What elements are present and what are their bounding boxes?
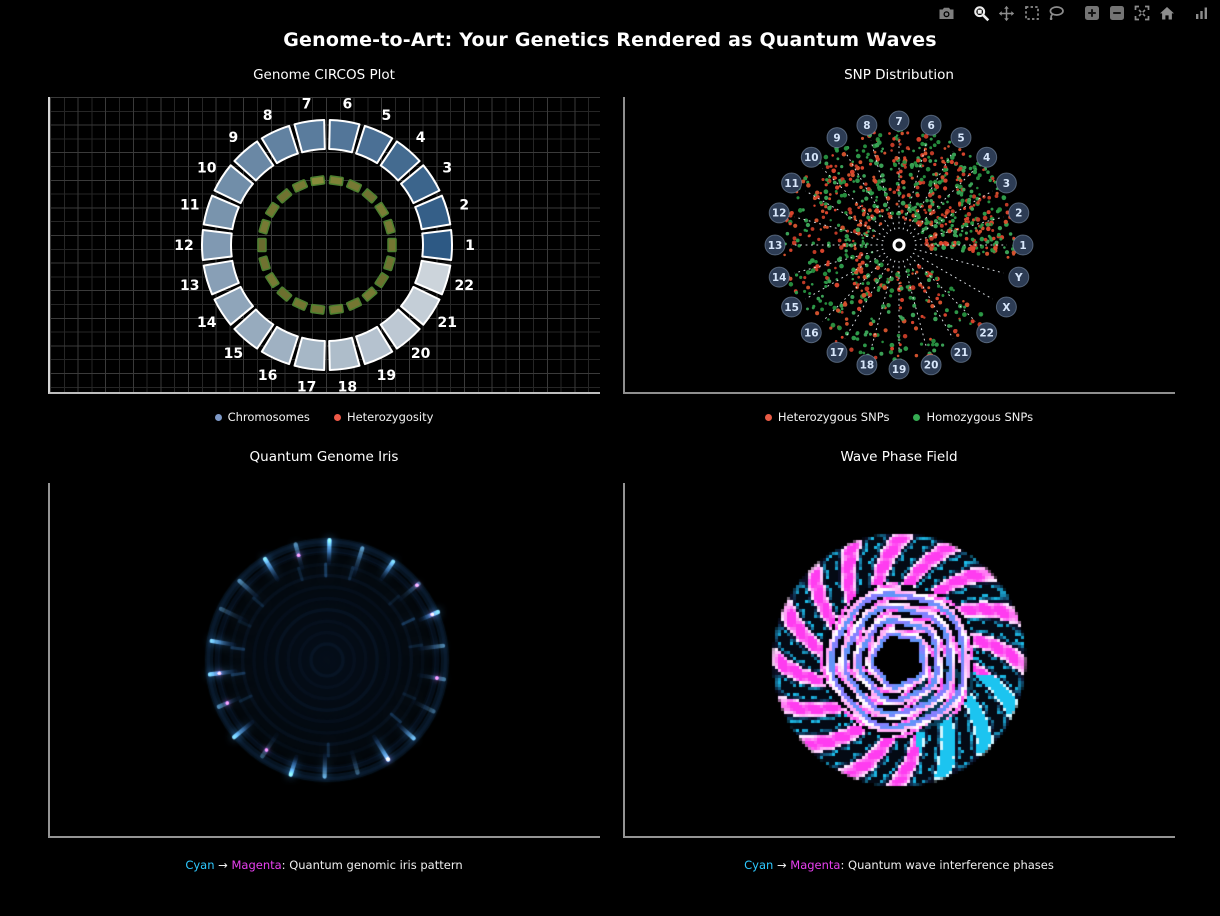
circos-legend: Chromosomes Heterozygosity [48,410,600,424]
svg-text:12: 12 [174,238,193,254]
svg-text:11: 11 [784,178,799,190]
wave-caption: Cyan → Magenta: Quantum wave interferenc… [623,858,1175,872]
plotly-modebar [924,3,1214,23]
heterozygosity-legend-marker [333,413,341,421]
legend-item-chromosomes[interactable]: Chromosomes [214,410,310,424]
wave-art [625,483,1177,838]
page-title: Genome-to-Art: Your Genetics Rendered as… [283,29,937,51]
camera-icon[interactable] [934,3,959,23]
svg-text:8: 8 [863,120,870,132]
snp-title: SNP Distribution [844,67,954,83]
svg-text:5: 5 [382,108,392,124]
svg-text:20: 20 [924,360,939,372]
svg-text:11: 11 [180,198,199,214]
legend-item-heterozygosity[interactable]: Heterozygosity [333,410,434,424]
modebar-group-download [934,3,959,23]
iris-caption: Cyan → Magenta: Quantum genomic iris pat… [48,858,600,872]
zoom-icon[interactable] [969,3,994,23]
svg-text:18: 18 [860,360,875,372]
zoom-out-icon[interactable] [1104,3,1129,23]
svg-text:21: 21 [438,315,457,331]
svg-text:22: 22 [979,327,994,339]
svg-text:18: 18 [338,379,357,394]
svg-text:16: 16 [804,327,819,339]
svg-text:10: 10 [804,152,819,164]
caption-cyan-word: Cyan [185,858,215,872]
svg-text:9: 9 [229,130,239,146]
svg-text:14: 14 [772,272,787,284]
legend-label: Heterozygosity [346,410,434,424]
svg-text:15: 15 [224,346,243,362]
svg-text:12: 12 [772,208,787,220]
legend-item-heterozygous-snps[interactable]: Heterozygous SNPs [764,410,890,424]
svg-text:17: 17 [830,347,845,359]
svg-text:Y: Y [1014,272,1023,284]
caption-rest: : Quantum wave interference phases [840,858,1054,872]
wave-plot[interactable] [623,483,1177,838]
svg-text:4: 4 [416,130,426,146]
homozygous-snps-legend-marker [913,413,921,421]
autoscale-icon[interactable] [1129,3,1154,23]
svg-text:19: 19 [377,368,396,384]
iris-title: Quantum Genome Iris [249,449,399,465]
svg-text:1: 1 [465,238,475,254]
lasso-icon[interactable] [1044,3,1069,23]
modebar-group-logo [1189,3,1214,23]
svg-text:6: 6 [343,97,353,112]
svg-text:13: 13 [180,278,199,294]
svg-text:22: 22 [454,278,473,294]
svg-text:9: 9 [833,132,840,144]
svg-text:13: 13 [768,240,783,252]
svg-text:2: 2 [1015,208,1022,220]
chromosomes-legend-marker [214,413,222,421]
svg-text:14: 14 [197,315,217,331]
caption-magenta-word: Magenta [790,858,841,872]
caption-arrow: → [214,858,232,872]
svg-text:10: 10 [197,161,217,177]
svg-text:16: 16 [258,368,277,384]
iris-art [50,483,602,838]
caption-magenta-word: Magenta [231,858,282,872]
caption-cyan-word: Cyan [744,858,774,872]
snp-legend: Heterozygous SNPs Homozygous SNPs [623,410,1175,424]
svg-text:21: 21 [954,347,969,359]
circos-title: Genome CIRCOS Plot [253,67,395,83]
svg-text:17: 17 [297,379,316,394]
modebar-group-zoom [1079,3,1179,23]
svg-text:20: 20 [411,346,431,362]
legend-label: Homozygous SNPs [926,410,1034,424]
svg-text:5: 5 [957,132,964,144]
legend-label: Heterozygous SNPs [777,410,890,424]
svg-text:7: 7 [895,116,902,128]
caption-arrow: → [773,858,791,872]
svg-text:3: 3 [1003,178,1010,190]
legend-label: Chromosomes [227,410,310,424]
heterozygous-snps-legend-marker [764,413,772,421]
home-icon[interactable] [1154,3,1179,23]
svg-text:19: 19 [892,364,907,376]
zoom-in-icon[interactable] [1079,3,1104,23]
svg-text:7: 7 [302,97,312,112]
modebar-group-drag [969,3,1069,23]
plotly-logo-icon[interactable] [1189,3,1214,23]
wave-title: Wave Phase Field [840,449,958,465]
svg-text:8: 8 [263,108,273,124]
svg-text:3: 3 [442,161,452,177]
svg-text:X: X [1002,302,1010,314]
snp-plot[interactable]: 1 2 3 4 5 6 7 8 9 10 11 12 13 14 15 16 17 18 19 20 21 22 X Y [623,97,1175,394]
box-select-icon[interactable] [1019,3,1044,23]
svg-text:15: 15 [784,302,799,314]
iris-plot[interactable] [48,483,602,838]
caption-rest: : Quantum genomic iris pattern [281,858,463,872]
legend-item-homozygous-snps[interactable]: Homozygous SNPs [913,410,1033,424]
circos-plot[interactable]: 1 2 3 4 5 6 7 8 9 10 11 12 13 14 15 16 17 18 19 20 21 22 [48,96,600,395]
svg-text:6: 6 [927,120,934,132]
svg-text:2: 2 [459,198,469,214]
svg-text:4: 4 [983,152,990,164]
pan-icon[interactable] [994,3,1019,23]
svg-text:1: 1 [1019,240,1026,252]
